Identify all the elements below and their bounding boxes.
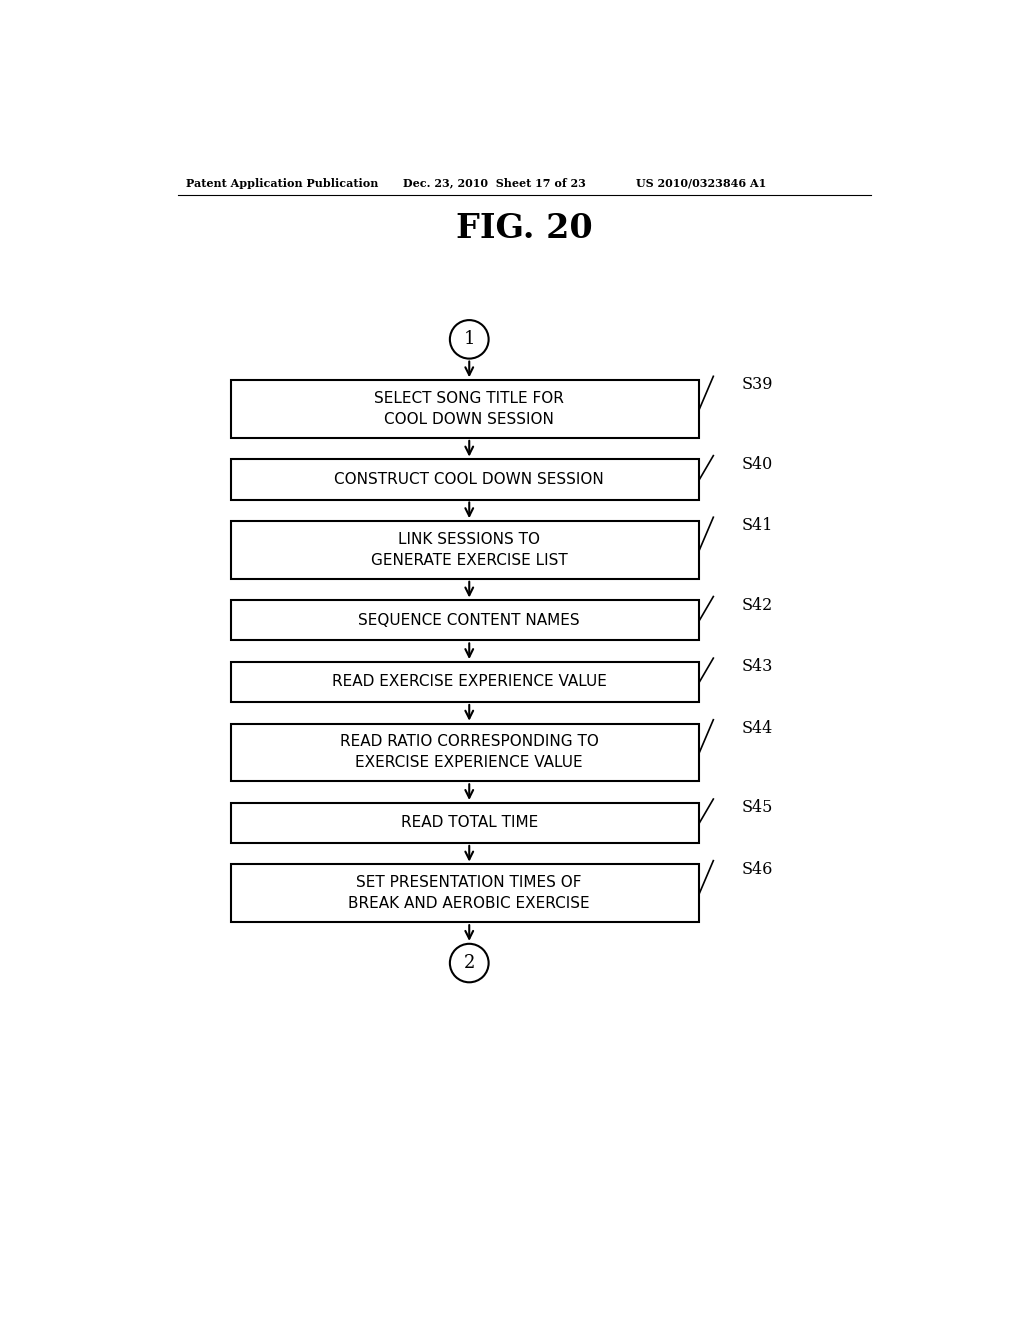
Text: S45: S45 (742, 799, 773, 816)
Text: LINK SESSIONS TO
GENERATE EXERCISE LIST: LINK SESSIONS TO GENERATE EXERCISE LIST (371, 532, 567, 568)
Bar (231, 380, 699, 438)
Text: SELECT SONG TITLE FOR
COOL DOWN SESSION: SELECT SONG TITLE FOR COOL DOWN SESSION (375, 391, 564, 428)
Text: 2: 2 (464, 954, 475, 972)
Text: US 2010/0323846 A1: US 2010/0323846 A1 (636, 178, 766, 189)
Text: 1: 1 (464, 330, 475, 348)
Bar (231, 521, 699, 578)
Text: SEQUENCE CONTENT NAMES: SEQUENCE CONTENT NAMES (358, 612, 580, 628)
Bar (231, 865, 699, 923)
Text: READ EXERCISE EXPERIENCE VALUE: READ EXERCISE EXPERIENCE VALUE (332, 675, 606, 689)
Bar (231, 723, 699, 781)
Bar (231, 803, 699, 843)
Text: S44: S44 (742, 719, 773, 737)
Text: S39: S39 (742, 376, 773, 393)
Text: READ TOTAL TIME: READ TOTAL TIME (400, 816, 538, 830)
Text: CONSTRUCT COOL DOWN SESSION: CONSTRUCT COOL DOWN SESSION (335, 473, 604, 487)
Circle shape (450, 944, 488, 982)
Text: S43: S43 (742, 659, 773, 675)
Text: S40: S40 (742, 455, 773, 473)
Bar (231, 663, 699, 702)
Text: Patent Application Publication: Patent Application Publication (186, 178, 379, 189)
Text: FIG. 20: FIG. 20 (457, 213, 593, 246)
Bar (231, 459, 699, 499)
Text: READ RATIO CORRESPONDING TO
EXERCISE EXPERIENCE VALUE: READ RATIO CORRESPONDING TO EXERCISE EXP… (340, 734, 599, 771)
Text: SET PRESENTATION TIMES OF
BREAK AND AEROBIC EXERCISE: SET PRESENTATION TIMES OF BREAK AND AERO… (348, 875, 590, 911)
Circle shape (450, 321, 488, 359)
Text: S41: S41 (742, 517, 773, 535)
Bar (231, 601, 699, 640)
Text: Dec. 23, 2010  Sheet 17 of 23: Dec. 23, 2010 Sheet 17 of 23 (403, 178, 586, 189)
Text: S46: S46 (742, 861, 773, 878)
Text: S42: S42 (742, 597, 773, 614)
